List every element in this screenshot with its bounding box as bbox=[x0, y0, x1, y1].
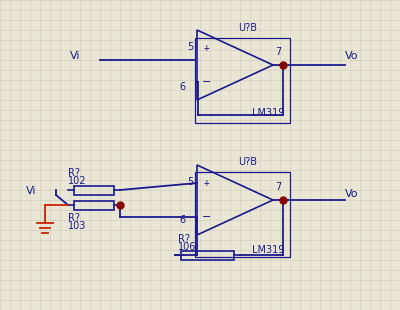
Text: 6: 6 bbox=[179, 82, 185, 92]
Text: 7: 7 bbox=[275, 182, 281, 192]
Text: LM319: LM319 bbox=[252, 108, 284, 118]
Text: 6: 6 bbox=[179, 215, 185, 225]
Text: U?B: U?B bbox=[238, 157, 257, 167]
Bar bbox=[195, 38, 290, 123]
Bar bbox=[195, 172, 290, 257]
Text: Vo: Vo bbox=[345, 189, 358, 199]
Bar bbox=[74, 186, 114, 195]
Text: +: + bbox=[204, 43, 210, 53]
Text: 102: 102 bbox=[68, 176, 86, 186]
Text: U?B: U?B bbox=[238, 23, 257, 33]
Text: Vo: Vo bbox=[345, 51, 358, 61]
Text: −: − bbox=[202, 212, 212, 222]
Text: LM319: LM319 bbox=[252, 245, 284, 255]
Text: R?: R? bbox=[68, 213, 80, 223]
Text: 5: 5 bbox=[187, 177, 193, 187]
Bar bbox=[181, 251, 234, 260]
Text: −: − bbox=[202, 77, 212, 87]
Text: 103: 103 bbox=[68, 221, 86, 231]
Text: 5: 5 bbox=[187, 42, 193, 52]
Text: R?: R? bbox=[68, 168, 80, 178]
Text: 7: 7 bbox=[275, 47, 281, 57]
Text: R?: R? bbox=[178, 234, 190, 244]
Text: Vi: Vi bbox=[26, 186, 36, 196]
Text: +: + bbox=[204, 178, 210, 188]
Text: Vi: Vi bbox=[70, 51, 80, 61]
Text: 106: 106 bbox=[178, 242, 196, 252]
Bar bbox=[74, 201, 114, 210]
